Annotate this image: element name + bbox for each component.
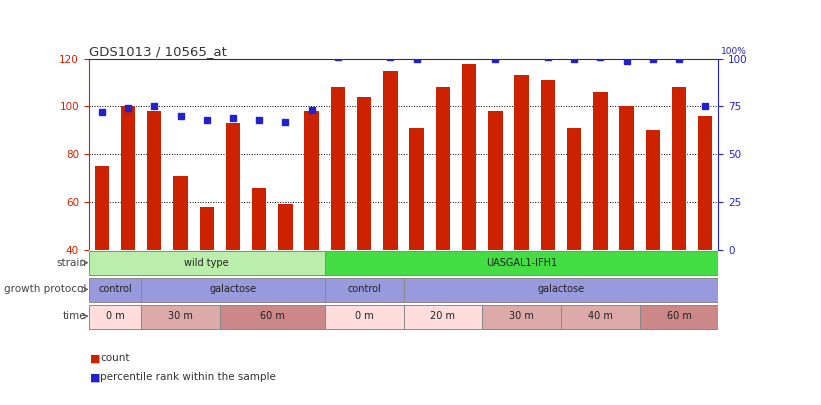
- Bar: [593, 92, 608, 345]
- Bar: [305, 111, 319, 345]
- Bar: [672, 87, 686, 345]
- Bar: [410, 128, 424, 345]
- Bar: [325, 278, 404, 302]
- Text: GDS1013 / 10565_at: GDS1013 / 10565_at: [89, 45, 227, 58]
- Text: 0 m: 0 m: [355, 311, 374, 321]
- Bar: [94, 166, 109, 345]
- Text: 0 m: 0 m: [106, 311, 124, 321]
- Text: time: time: [62, 311, 86, 321]
- Text: control: control: [347, 284, 381, 294]
- Bar: [404, 278, 718, 302]
- Bar: [220, 305, 325, 329]
- Bar: [331, 87, 345, 345]
- Text: 30 m: 30 m: [168, 311, 193, 321]
- Text: strain: strain: [56, 258, 86, 268]
- Bar: [252, 188, 267, 345]
- Text: 100%: 100%: [721, 47, 747, 56]
- Text: galactose: galactose: [209, 284, 256, 294]
- Bar: [462, 64, 476, 345]
- Bar: [141, 305, 220, 329]
- Text: wild type: wild type: [185, 258, 229, 268]
- Bar: [645, 130, 660, 345]
- Bar: [278, 205, 292, 345]
- Text: count: count: [100, 354, 130, 363]
- Bar: [141, 278, 325, 302]
- Text: 60 m: 60 m: [260, 311, 285, 321]
- Bar: [147, 111, 162, 345]
- Text: growth protocol: growth protocol: [4, 284, 86, 294]
- Bar: [357, 97, 371, 345]
- Bar: [482, 305, 561, 329]
- Bar: [515, 75, 529, 345]
- Bar: [561, 305, 640, 329]
- Text: UASGAL1-IFH1: UASGAL1-IFH1: [486, 258, 557, 268]
- Text: percentile rank within the sample: percentile rank within the sample: [100, 373, 276, 382]
- Bar: [404, 305, 482, 329]
- Bar: [325, 251, 718, 275]
- Bar: [383, 70, 397, 345]
- Bar: [89, 251, 325, 275]
- Bar: [540, 80, 555, 345]
- Text: 40 m: 40 m: [588, 311, 612, 321]
- Bar: [698, 116, 713, 345]
- Bar: [640, 305, 718, 329]
- Text: 60 m: 60 m: [667, 311, 691, 321]
- Bar: [566, 128, 581, 345]
- Text: 30 m: 30 m: [509, 311, 534, 321]
- Text: 20 m: 20 m: [430, 311, 456, 321]
- Bar: [89, 305, 141, 329]
- Text: ■: ■: [90, 354, 101, 363]
- Bar: [488, 111, 502, 345]
- Bar: [200, 207, 214, 345]
- Text: galactose: galactose: [538, 284, 585, 294]
- Bar: [226, 123, 241, 345]
- Text: control: control: [98, 284, 132, 294]
- Bar: [325, 305, 404, 329]
- Bar: [121, 107, 135, 345]
- Bar: [89, 278, 141, 302]
- Bar: [173, 176, 188, 345]
- Bar: [619, 107, 634, 345]
- Text: ■: ■: [90, 373, 101, 382]
- Bar: [436, 87, 450, 345]
